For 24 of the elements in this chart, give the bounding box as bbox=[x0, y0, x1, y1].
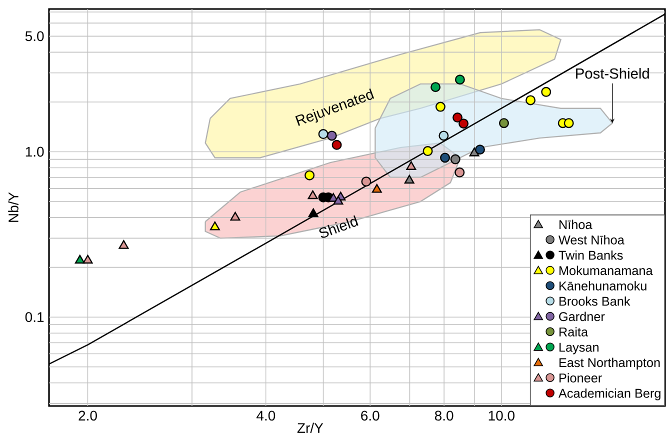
legend-label: Academician Berg bbox=[558, 388, 660, 400]
x-tick-label: 6.0 bbox=[361, 410, 380, 421]
legend-label: Kānehunamoku bbox=[560, 281, 646, 290]
y-tick-label: 0.1 bbox=[25, 312, 44, 322]
y-axis-title: Nb/Y bbox=[8, 192, 18, 222]
legend-label: Twin Banks bbox=[558, 250, 623, 260]
legend-label: Raita bbox=[560, 327, 588, 336]
y-tick-label: 1.0 bbox=[26, 146, 44, 157]
x-tick-label: 2.0 bbox=[78, 410, 97, 421]
x-axis-title: Zr/Y bbox=[297, 422, 324, 433]
legend-label: West Nīhoa bbox=[558, 235, 624, 244]
legend-label: East Northampton bbox=[560, 358, 660, 370]
x-tick-label: 8.0 bbox=[434, 410, 454, 421]
legend-label: Mokumanamana bbox=[560, 266, 653, 276]
legend-label: Gardner bbox=[559, 312, 605, 322]
x-tick-label: 4.0 bbox=[256, 410, 276, 421]
x-tick-label: 10.0 bbox=[488, 410, 514, 421]
legend-label: Brooks Bank bbox=[560, 296, 630, 306]
text: Shield bbox=[319, 215, 358, 238]
legend-label: Nīhoa bbox=[560, 220, 592, 230]
legend-label: Laysan bbox=[560, 342, 598, 354]
text: Post-Shield bbox=[576, 68, 649, 79]
legend-label: Pioneer bbox=[560, 373, 602, 382]
y-tick-label: 5.0 bbox=[25, 31, 44, 42]
